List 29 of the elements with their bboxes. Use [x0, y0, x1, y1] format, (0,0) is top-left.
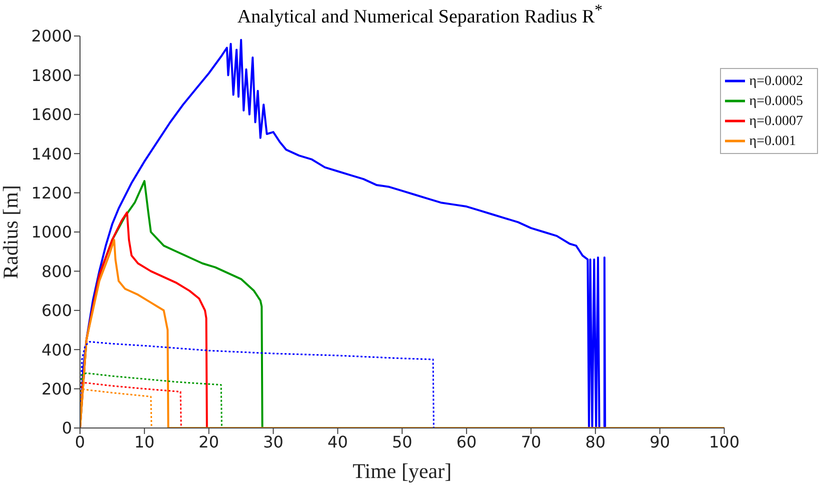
- legend-label: η=0.0005: [749, 94, 803, 109]
- legend-label: η=0.001: [749, 134, 796, 149]
- x-tick-label: 90: [650, 432, 670, 452]
- x-tick-label: 80: [585, 432, 606, 452]
- y-tick-label: 1400: [31, 144, 72, 164]
- x-tick-label: 60: [456, 432, 477, 452]
- x-tick-label: 50: [392, 432, 412, 452]
- x-tick-label: 100: [709, 432, 740, 452]
- x-tick-label: 70: [520, 432, 542, 452]
- y-tick-label: 800: [41, 262, 72, 281]
- x-tick-label: 20: [198, 432, 220, 452]
- y-tick-label: 200: [41, 379, 72, 398]
- y-tick-label: 600: [41, 301, 72, 320]
- legend-label: η=0.0007: [749, 114, 803, 129]
- legend-label: η=0.0002: [749, 74, 803, 89]
- y-tick-label: 1200: [31, 183, 72, 202]
- y-axis-title: Radius [m]: [0, 185, 22, 279]
- y-tick-label: 1600: [31, 105, 72, 124]
- x-tick-label: 40: [328, 432, 348, 452]
- chart-title: Analytical and Numerical Separation Radius R$^{*}$: [236, 1, 604, 28]
- x-tick-label: 30: [263, 432, 284, 452]
- x-tick-label: 10: [134, 432, 155, 452]
- y-tick-label: 1000: [31, 222, 72, 242]
- y-tick-label: 2000: [31, 26, 72, 46]
- x-tick-label: 0: [74, 432, 86, 452]
- y-tick-label: 400: [41, 340, 72, 360]
- x-axis-title: Time [year]: [352, 459, 452, 483]
- y-tick-label: 0: [62, 418, 72, 438]
- y-tick-label: 1800: [31, 66, 72, 85]
